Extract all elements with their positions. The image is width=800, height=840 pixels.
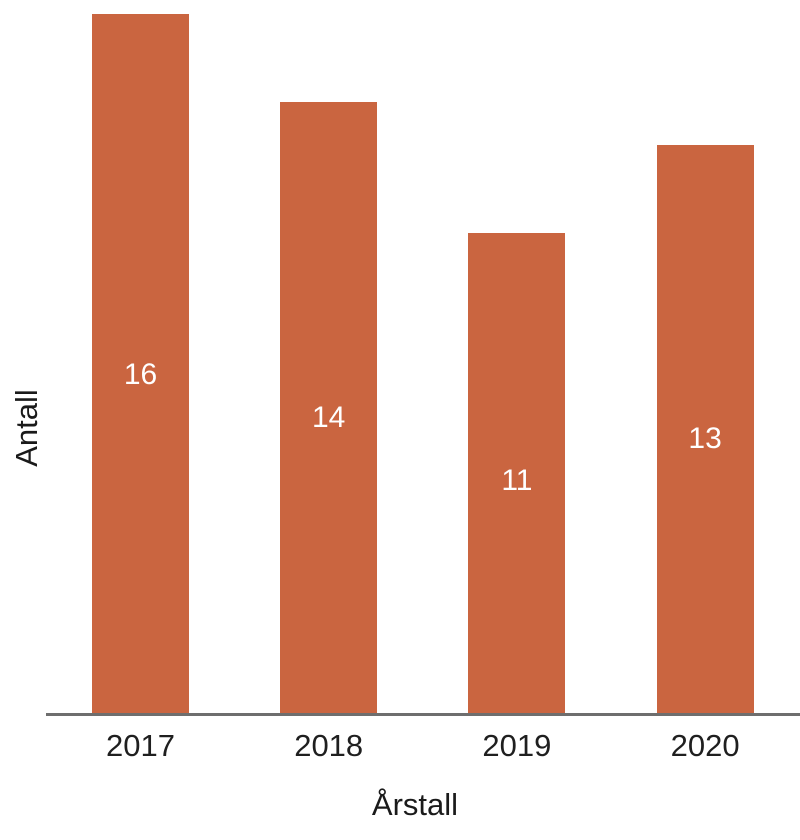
x-axis-title: Årstall bbox=[371, 787, 459, 822]
bar-value-label: 14 bbox=[312, 400, 346, 434]
bar-2019: 11 bbox=[468, 233, 566, 715]
bar-value-label: 13 bbox=[688, 421, 722, 455]
bar-2018: 14 bbox=[280, 101, 378, 715]
x-tick-label-2020: 2020 bbox=[670, 728, 740, 763]
bar-2020: 13 bbox=[656, 145, 754, 715]
bar-value-label: 11 bbox=[501, 464, 533, 498]
bar-value-label: 16 bbox=[123, 358, 158, 391]
x-tick-label-2017: 2017 bbox=[106, 728, 175, 763]
x-tick-label-2019: 2019 bbox=[482, 728, 552, 763]
x-tick-label-2018: 2018 bbox=[294, 728, 364, 763]
y-axis-title: Antall bbox=[9, 389, 44, 467]
x-axis-line bbox=[46, 713, 800, 716]
bar-2017: 16 bbox=[92, 14, 189, 715]
